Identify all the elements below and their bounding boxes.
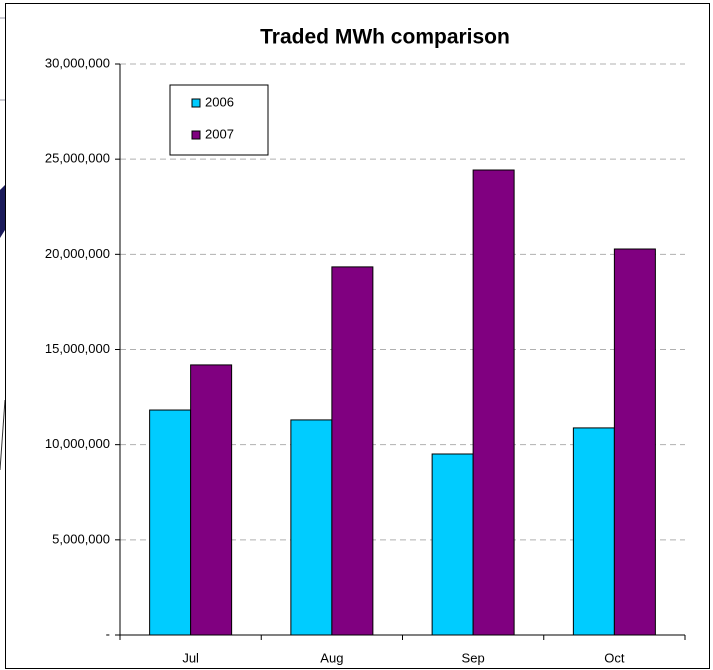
background-shape xyxy=(0,185,5,238)
y-tick-label: 30,000,000 xyxy=(45,55,110,70)
x-tick-label: Aug xyxy=(320,650,343,665)
legend-swatch xyxy=(191,98,201,108)
background-line xyxy=(0,399,6,471)
y-tick-label: 10,000,000 xyxy=(45,436,110,451)
legend-label: 2007 xyxy=(205,126,234,141)
y-tick-label: 15,000,000 xyxy=(45,341,110,356)
bar xyxy=(613,248,656,636)
legend-box xyxy=(169,84,269,156)
x-tick-label: Jul xyxy=(182,650,199,665)
bar xyxy=(331,266,374,636)
x-tick-label: Sep xyxy=(462,650,485,665)
bar xyxy=(290,419,333,636)
x-tick-label: Oct xyxy=(604,650,625,665)
bar xyxy=(572,427,615,636)
bar xyxy=(190,364,233,636)
y-tick-label: 20,000,000 xyxy=(45,246,110,261)
legend-swatch xyxy=(191,130,201,140)
y-tick-label: 25,000,000 xyxy=(45,151,110,166)
y-tick-label: - xyxy=(106,626,110,641)
legend-label: 2006 xyxy=(205,94,234,109)
chart-title: Traded MWh comparison xyxy=(260,26,510,49)
y-tick-label: 5,000,000 xyxy=(52,531,110,546)
bar xyxy=(149,409,192,636)
bar xyxy=(431,453,474,636)
bar xyxy=(472,169,515,636)
